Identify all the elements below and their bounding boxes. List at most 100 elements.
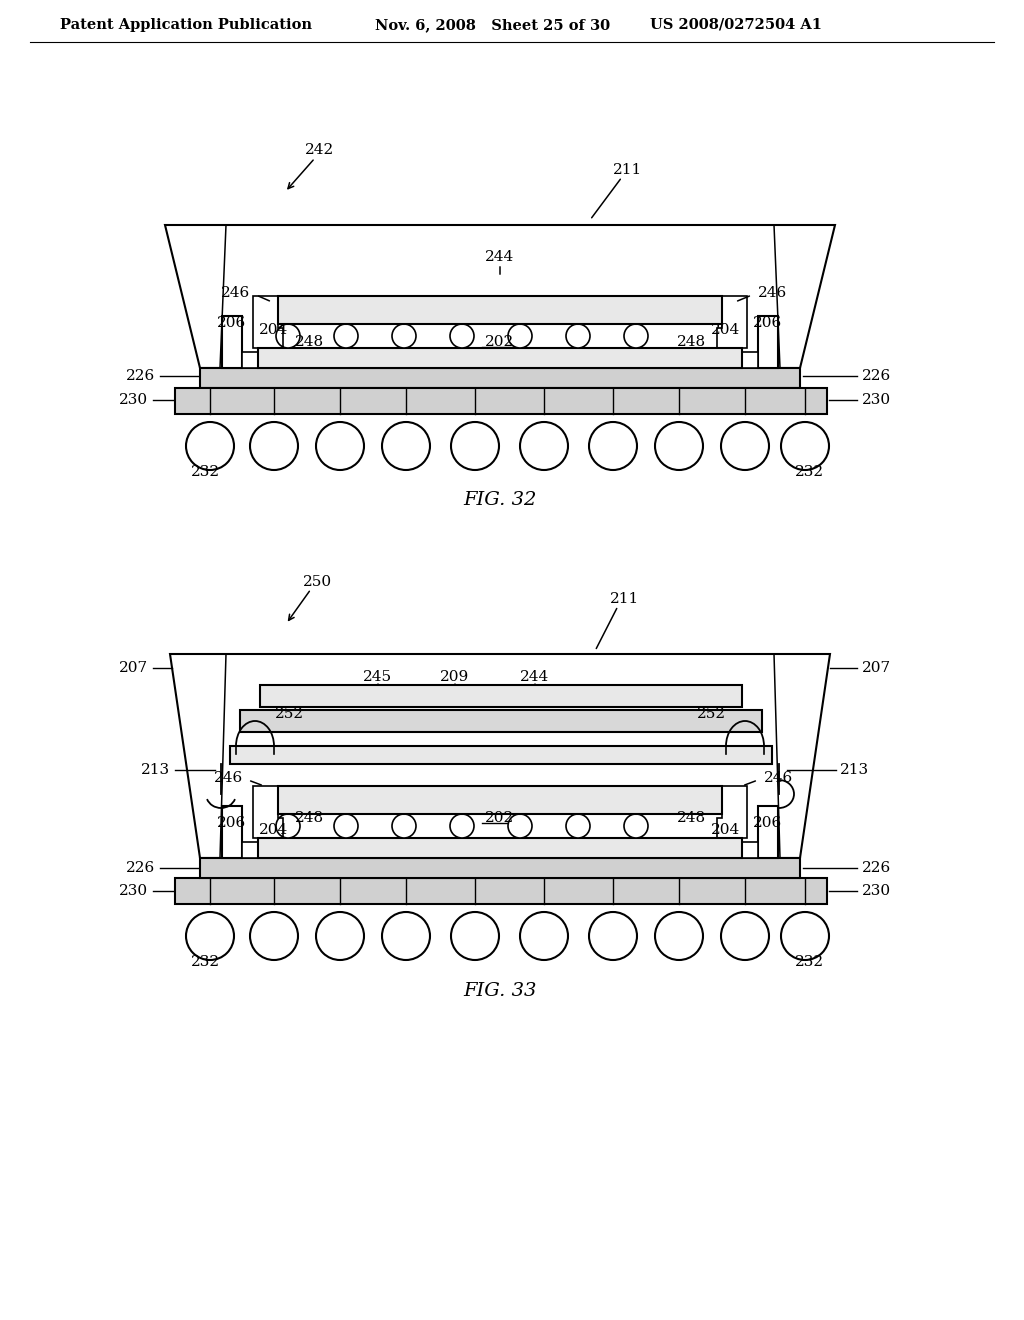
Text: 252: 252	[275, 708, 304, 721]
Text: 211: 211	[613, 162, 643, 177]
Ellipse shape	[589, 422, 637, 470]
Text: 248: 248	[678, 810, 707, 825]
Text: 226: 226	[862, 861, 891, 875]
Bar	[242, 842, 258, 858]
Text: 245: 245	[364, 671, 392, 684]
Text: 252: 252	[697, 708, 727, 721]
Ellipse shape	[250, 422, 298, 470]
Text: 246: 246	[758, 286, 787, 300]
Bar	[742, 842, 758, 858]
Text: 207: 207	[119, 661, 148, 675]
Ellipse shape	[655, 912, 703, 960]
Text: 230: 230	[119, 393, 148, 407]
Bar	[260, 685, 742, 708]
Text: 204: 204	[259, 822, 289, 837]
Ellipse shape	[721, 422, 769, 470]
Bar	[742, 352, 758, 368]
Text: 213: 213	[840, 763, 869, 777]
Ellipse shape	[276, 814, 300, 838]
Text: 248: 248	[678, 335, 707, 348]
Bar	[200, 368, 800, 388]
Text: 206: 206	[754, 816, 782, 830]
Ellipse shape	[721, 912, 769, 960]
Polygon shape	[170, 653, 830, 858]
Ellipse shape	[520, 912, 568, 960]
Bar	[230, 746, 772, 764]
Text: 226: 226	[126, 861, 155, 875]
Ellipse shape	[382, 422, 430, 470]
Ellipse shape	[186, 422, 234, 470]
Bar	[240, 710, 762, 733]
Text: 206: 206	[754, 315, 782, 330]
Text: 230: 230	[862, 884, 891, 898]
Ellipse shape	[624, 323, 648, 348]
Ellipse shape	[392, 323, 416, 348]
Ellipse shape	[334, 323, 358, 348]
Text: 204: 204	[259, 323, 289, 337]
Text: 232: 232	[796, 465, 824, 479]
Bar	[758, 315, 778, 368]
Text: 250: 250	[303, 576, 333, 589]
Text: 204: 204	[712, 323, 740, 337]
Ellipse shape	[624, 814, 648, 838]
Bar	[175, 878, 827, 904]
Ellipse shape	[520, 422, 568, 470]
Ellipse shape	[508, 814, 532, 838]
Text: 246: 246	[764, 771, 794, 785]
Bar	[758, 807, 778, 858]
Ellipse shape	[382, 912, 430, 960]
Text: 206: 206	[217, 315, 247, 330]
Text: 206: 206	[217, 816, 247, 830]
Ellipse shape	[186, 912, 234, 960]
Text: US 2008/0272504 A1: US 2008/0272504 A1	[650, 18, 822, 32]
Ellipse shape	[250, 912, 298, 960]
Text: 232: 232	[796, 954, 824, 969]
Ellipse shape	[566, 323, 590, 348]
Text: 230: 230	[119, 884, 148, 898]
Text: 202: 202	[485, 335, 515, 348]
Bar	[222, 807, 242, 858]
Text: 207: 207	[862, 661, 891, 675]
Polygon shape	[165, 224, 835, 368]
Text: 209: 209	[440, 671, 470, 684]
Text: FIG. 33: FIG. 33	[463, 982, 537, 1001]
Ellipse shape	[451, 422, 499, 470]
Text: 244: 244	[485, 249, 515, 264]
Text: 204: 204	[712, 822, 740, 837]
Text: 246: 246	[221, 286, 250, 300]
Text: Nov. 6, 2008   Sheet 25 of 30: Nov. 6, 2008 Sheet 25 of 30	[375, 18, 610, 32]
Ellipse shape	[450, 323, 474, 348]
Bar	[258, 838, 742, 858]
Text: 248: 248	[296, 335, 325, 348]
Bar	[278, 296, 722, 323]
Text: 211: 211	[610, 591, 640, 606]
Ellipse shape	[655, 422, 703, 470]
Text: 202: 202	[485, 810, 515, 825]
Ellipse shape	[450, 814, 474, 838]
Bar	[242, 352, 258, 368]
Text: 248: 248	[296, 810, 325, 825]
Ellipse shape	[508, 323, 532, 348]
Text: 246: 246	[214, 771, 243, 785]
Ellipse shape	[276, 323, 300, 348]
Text: 230: 230	[862, 393, 891, 407]
Bar	[222, 315, 242, 368]
Ellipse shape	[316, 422, 364, 470]
Text: 232: 232	[190, 954, 219, 969]
Ellipse shape	[451, 912, 499, 960]
Text: 213: 213	[141, 763, 170, 777]
Bar	[175, 388, 827, 414]
Ellipse shape	[316, 912, 364, 960]
Bar	[258, 348, 742, 368]
Bar	[200, 858, 800, 878]
Ellipse shape	[589, 912, 637, 960]
Ellipse shape	[334, 814, 358, 838]
Ellipse shape	[781, 912, 829, 960]
Text: 226: 226	[126, 370, 155, 383]
Text: 232: 232	[190, 465, 219, 479]
Text: FIG. 32: FIG. 32	[463, 491, 537, 510]
Text: 226: 226	[862, 370, 891, 383]
Text: 244: 244	[520, 671, 550, 684]
Text: Patent Application Publication: Patent Application Publication	[60, 18, 312, 32]
Text: 242: 242	[305, 143, 335, 157]
